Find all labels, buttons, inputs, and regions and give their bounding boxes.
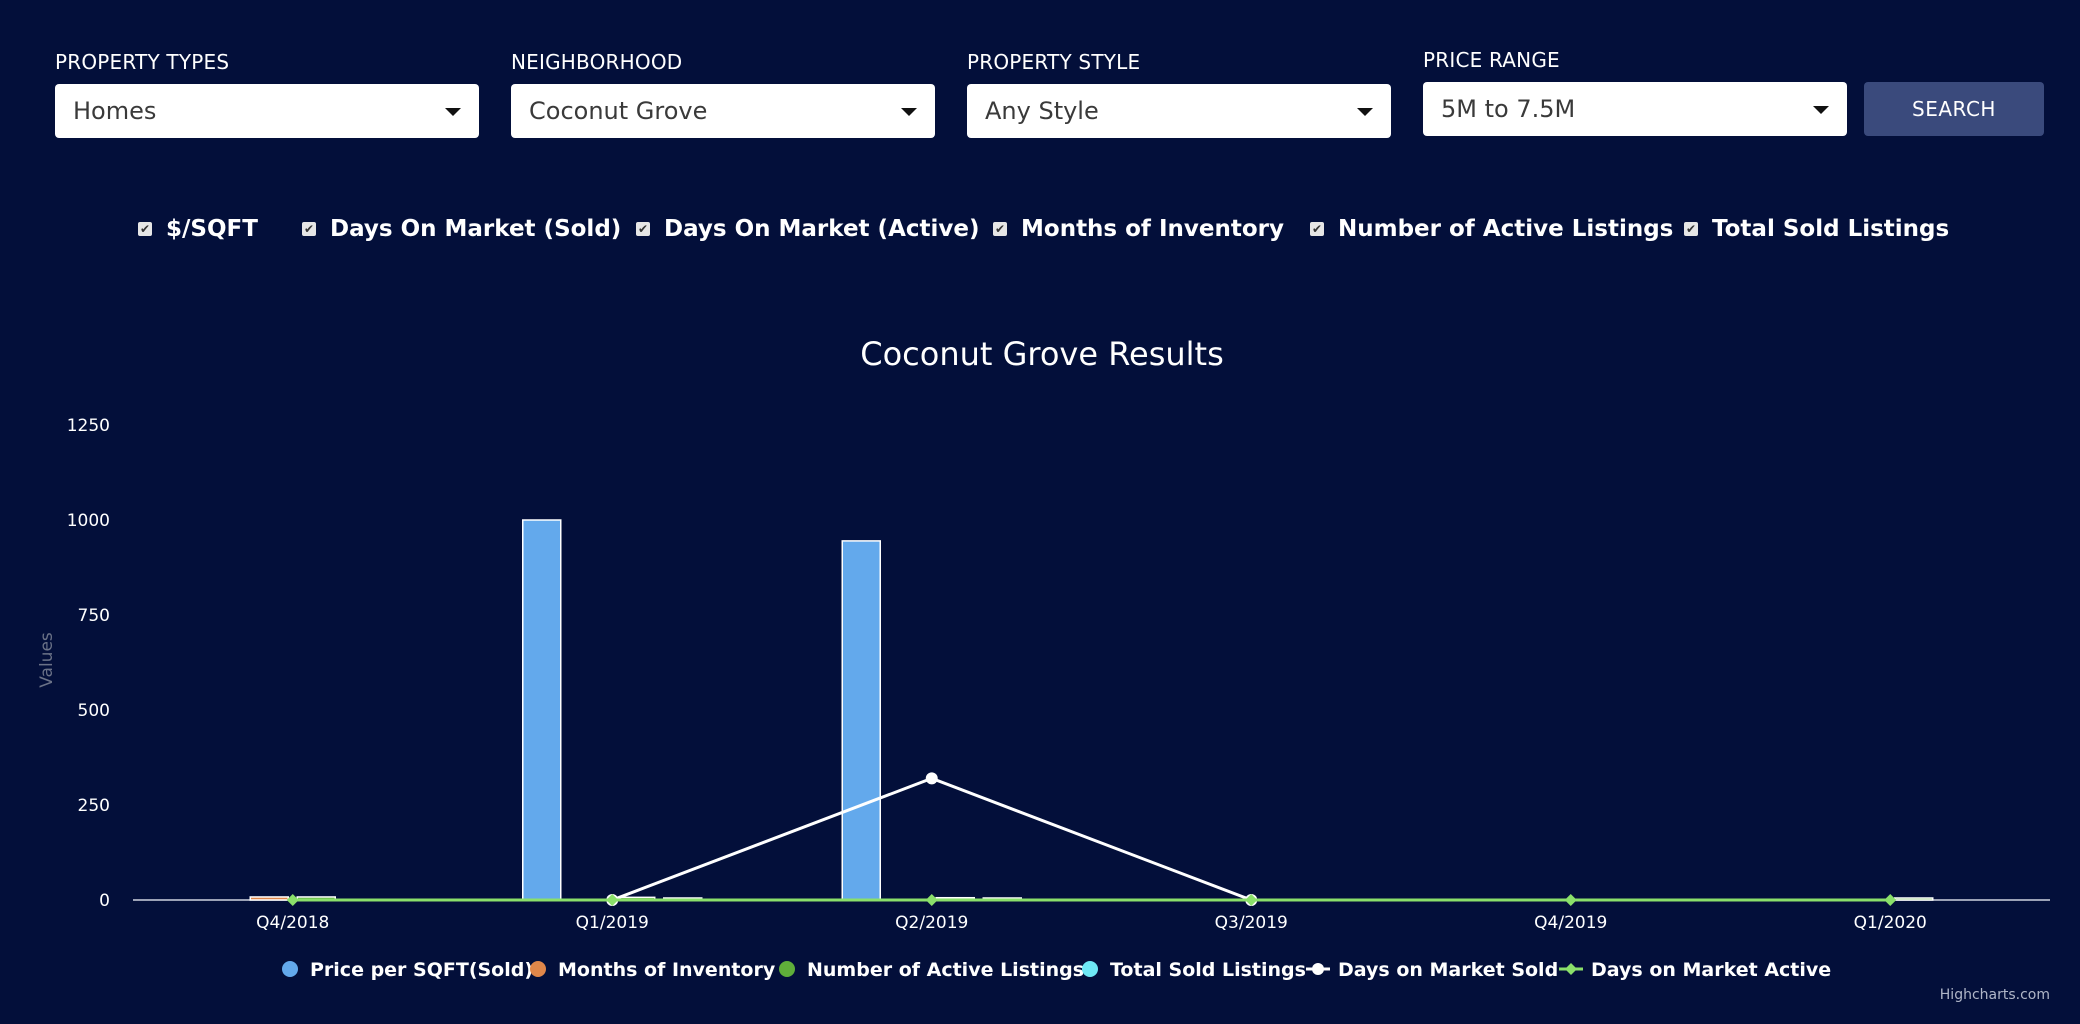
y-tick-label: 1250 <box>67 416 110 436</box>
bar-price-per-sqft-sold- <box>522 519 562 901</box>
property-types-select[interactable]: Homes <box>55 84 479 138</box>
neighborhood-value: Coconut Grove <box>529 97 708 125</box>
search-button[interactable]: SEARCH <box>1864 82 2044 136</box>
toggle-price-sqft[interactable]: ✔ $/SQFT <box>138 216 258 242</box>
legend-label-price-per-sqft-sold-[interactable]: Price per SQFT(Sold) <box>310 959 533 981</box>
legend-label-number-of-active-listings[interactable]: Number of Active Listings <box>807 959 1084 981</box>
y-tick-label: 0 <box>99 891 110 911</box>
property-style-filter: PROPERTY STYLE Any Style <box>967 50 1391 138</box>
neighborhood-label: NEIGHBORHOOD <box>511 50 683 74</box>
checkbox-checked-icon[interactable]: ✔ <box>138 222 152 236</box>
toggle-label: Number of Active Listings <box>1338 216 1674 242</box>
legend-symbol-total-sold-listings <box>1082 961 1098 977</box>
checkbox-checked-icon[interactable]: ✔ <box>1684 222 1698 236</box>
toggle-days-on-market-sold[interactable]: ✔ Days On Market (Sold) <box>302 216 621 242</box>
line-days-on-market-sold <box>611 776 1252 902</box>
legend-label-total-sold-listings[interactable]: Total Sold Listings <box>1110 959 1306 981</box>
toggle-months-of-inventory[interactable]: ✔ Months of Inventory <box>993 216 1284 242</box>
legend-label-months-of-inventory[interactable]: Months of Inventory <box>558 959 776 981</box>
legend-label-days-on-market-sold[interactable]: Days on Market Sold <box>1338 959 1558 981</box>
property-style-value: Any Style <box>985 97 1099 125</box>
point-days-on-market-sold <box>925 772 938 785</box>
y-tick-label: 1000 <box>67 511 110 531</box>
price-range-label: PRICE RANGE <box>1423 48 1560 72</box>
checkbox-checked-icon[interactable]: ✔ <box>993 222 1007 236</box>
legend-symbol-days-on-market-active <box>1565 963 1577 975</box>
checkbox-checked-icon[interactable]: ✔ <box>1310 222 1324 236</box>
price-range-filter: PRICE RANGE 5M to 7.5M <box>1423 48 1847 136</box>
toggle-label: Months of Inventory <box>1021 216 1284 242</box>
property-types-value: Homes <box>73 97 157 125</box>
toggle-active-listings[interactable]: ✔ Number of Active Listings <box>1310 216 1673 242</box>
point-days-on-market-active <box>286 894 299 906</box>
toggle-label: $/SQFT <box>166 216 258 242</box>
legend-symbol-days-on-market-sold <box>1312 963 1324 975</box>
legend-symbol-price-per-sqft-sold- <box>282 961 298 977</box>
toggle-days-on-market-active[interactable]: ✔ Days On Market (Active) <box>636 216 980 242</box>
bar-months-of-inventory <box>249 896 289 901</box>
x-tick-label: Q4/2019 <box>1534 913 1607 933</box>
chart-credits[interactable]: Highcharts.com <box>1939 987 2050 1003</box>
y-tick-label: 250 <box>78 796 110 816</box>
checkbox-checked-icon[interactable]: ✔ <box>636 222 650 236</box>
metric-toggles: ✔ $/SQFT ✔ Days On Market (Sold) ✔ Days … <box>0 216 2080 248</box>
toggle-label: Days On Market (Active) <box>664 216 980 242</box>
toggle-label: Days On Market (Sold) <box>330 216 622 242</box>
toggle-total-sold-listings[interactable]: ✔ Total Sold Listings <box>1684 216 1949 242</box>
point-days-on-market-active <box>925 894 938 906</box>
property-style-label: PROPERTY STYLE <box>967 50 1141 74</box>
checkbox-checked-icon[interactable]: ✔ <box>302 222 316 236</box>
x-tick-label: Q3/2019 <box>1215 913 1288 933</box>
point-days-on-market-active <box>606 894 619 906</box>
neighborhood-filter: NEIGHBORHOOD Coconut Grove <box>511 50 935 138</box>
x-tick-label: Q2/2019 <box>895 913 968 933</box>
legend-symbol-months-of-inventory <box>530 961 546 977</box>
price-range-select[interactable]: 5M to 7.5M <box>1423 82 1847 136</box>
chart-title: Coconut Grove Results <box>860 335 1224 373</box>
results-chart: Coconut Grove Results Values 0 250 500 750 100… <box>37 335 2050 981</box>
neighborhood-select[interactable]: Coconut Grove <box>511 84 935 138</box>
y-tick-label: 500 <box>78 701 110 721</box>
property-types-filter: PROPERTY TYPES Homes <box>55 50 479 138</box>
chevron-down-icon <box>1813 106 1829 114</box>
x-tick-label: Q1/2019 <box>576 913 649 933</box>
legend-symbol-number-of-active-listings <box>779 961 795 977</box>
legend-label-days-on-market-active[interactable]: Days on Market Active <box>1591 959 1831 981</box>
chevron-down-icon <box>1357 108 1373 116</box>
chevron-down-icon <box>445 108 461 116</box>
y-axis-label: Values <box>37 632 57 688</box>
point-days-on-market-active <box>1884 894 1897 906</box>
y-tick-label: 750 <box>78 606 110 626</box>
price-range-value: 5M to 7.5M <box>1441 95 1576 123</box>
point-days-on-market-active <box>1564 894 1577 906</box>
x-tick-label: Q1/2020 <box>1854 913 1927 933</box>
property-style-select[interactable]: Any Style <box>967 84 1391 138</box>
point-days-on-market-active <box>1245 894 1258 906</box>
toggle-label: Total Sold Listings <box>1712 216 1950 242</box>
chevron-down-icon <box>901 108 917 116</box>
bar-number-of-active-listings <box>1894 897 1934 901</box>
property-types-label: PROPERTY TYPES <box>55 50 230 74</box>
bar-price-per-sqft-sold- <box>841 540 881 901</box>
x-tick-label: Q4/2018 <box>256 913 329 933</box>
